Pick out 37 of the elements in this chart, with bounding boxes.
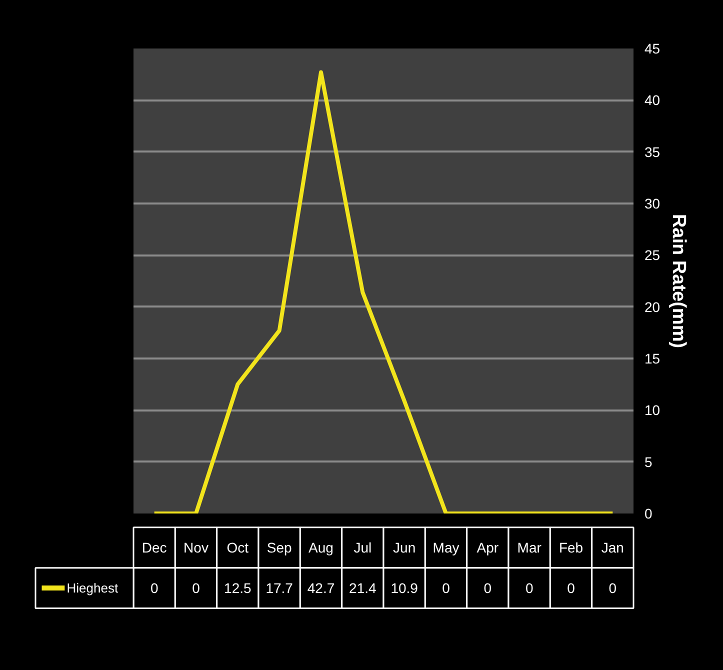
data-label: 10.9 [390, 580, 418, 596]
x-tick-label: Jan [601, 540, 624, 556]
y-tick-label: 25 [644, 247, 660, 264]
y-tick-label: 15 [644, 350, 660, 366]
data-label: 0 [608, 580, 617, 596]
x-tick-label: May [432, 540, 460, 556]
y-tick-label: 20 [644, 298, 660, 315]
y-tick-label: 40 [644, 92, 660, 108]
line-series [152, 70, 615, 514]
x-tick-label: Jul [354, 540, 372, 556]
data-label: 0 [567, 580, 576, 596]
y-tick-label: 5 [644, 454, 652, 470]
x-tick-label: Feb [558, 540, 584, 556]
y-tick-label: 45 [644, 40, 660, 56]
y-axis-title: Rain Rate(mm) [668, 214, 690, 348]
data-label: 42.7 [307, 580, 335, 596]
data-label: 17.7 [266, 580, 294, 596]
data-label: 0 [192, 580, 200, 596]
x-tick-label: Mar [517, 540, 542, 556]
data-label: 0 [150, 580, 158, 596]
data-label: 21.4 [349, 580, 377, 596]
data-label: 12.5 [224, 580, 252, 596]
y-tick-label: 0 [644, 506, 652, 522]
x-tick-label: Nov [184, 540, 208, 556]
data-label: 0 [525, 580, 534, 596]
x-tick-label: Aug [308, 540, 334, 556]
data-label: 0 [484, 580, 492, 596]
y-tick-label: 35 [644, 144, 660, 160]
x-tick-label: Sep [266, 540, 292, 556]
y-tick-label: 30 [644, 196, 660, 212]
data-label: 0 [442, 580, 450, 596]
x-tick-label: Jun [393, 540, 416, 556]
x-tick-label: Dec [142, 540, 167, 556]
x-tick-label: Oct [226, 540, 249, 556]
x-tick-label: Apr [476, 540, 499, 556]
legend-label: Hieghest [66, 580, 118, 596]
y-tick-label: 10 [644, 402, 660, 418]
